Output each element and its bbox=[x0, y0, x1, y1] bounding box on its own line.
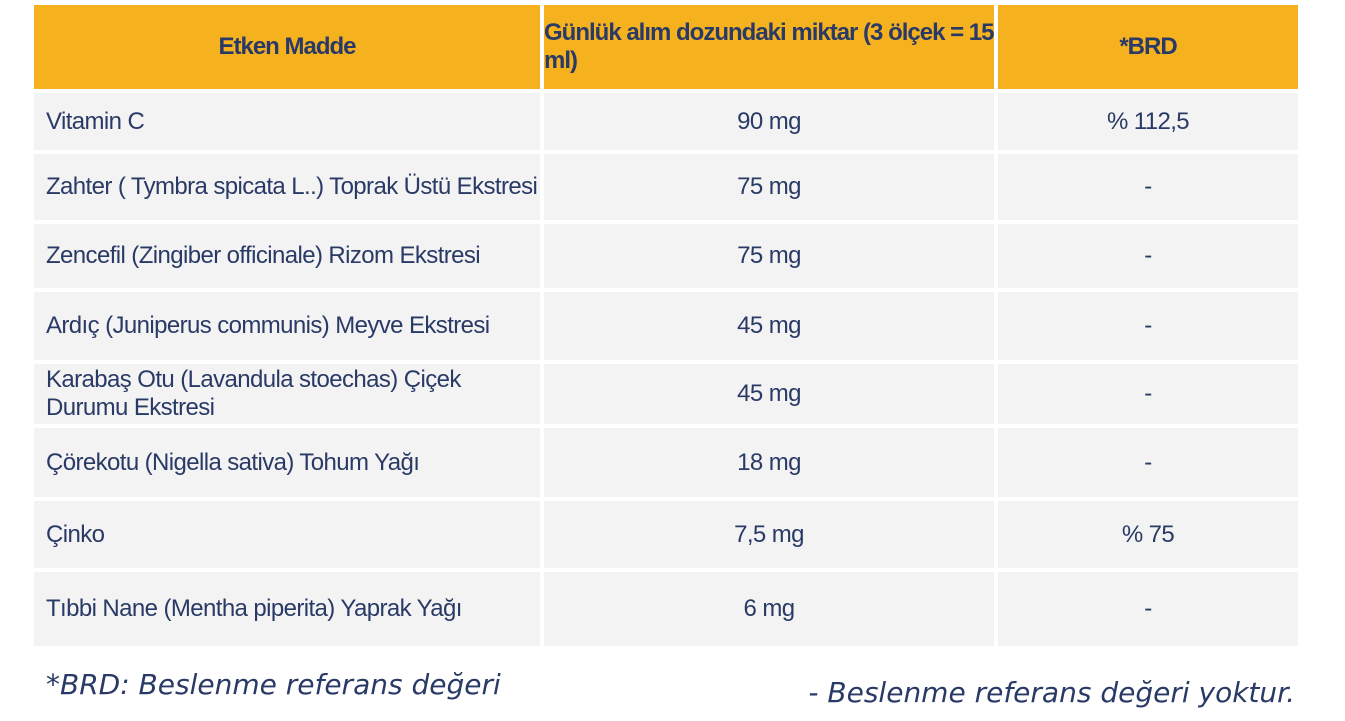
ingredient-cell: Tıbbi Nane (Mentha piperita) Yaprak Yağı bbox=[34, 572, 540, 646]
header-active-ingredient: Etken Madde bbox=[34, 5, 540, 89]
footnote-brd: *BRD: Beslenme referans değeri bbox=[46, 668, 501, 701]
footnote-no-reference: - Beslenme referans değeri yoktur. bbox=[808, 676, 1295, 709]
amount-cell: 75 mg bbox=[544, 224, 994, 288]
ingredient-cell: Zahter ( Tymbra spicata L..) Toprak Üstü… bbox=[34, 154, 540, 220]
table-row: Karabaş Otu (Lavandula stoechas) Çiçek D… bbox=[34, 364, 1298, 424]
brd-cell: - bbox=[998, 154, 1298, 220]
brd-cell: % 112,5 bbox=[998, 93, 1298, 150]
ingredient-cell: Ardıç (Juniperus communis) Meyve Ekstres… bbox=[34, 292, 540, 360]
amount-cell: 6 mg bbox=[544, 572, 994, 646]
amount-cell: 7,5 mg bbox=[544, 501, 994, 568]
table-row: Tıbbi Nane (Mentha piperita) Yaprak Yağı… bbox=[34, 572, 1298, 646]
amount-cell: 45 mg bbox=[544, 292, 994, 360]
table-row: Zencefil (Zingiber officinale) Rizom Eks… bbox=[34, 224, 1298, 288]
table-row: Çörekotu (Nigella sativa) Tohum Yağı 18 … bbox=[34, 428, 1298, 497]
table-row: Ardıç (Juniperus communis) Meyve Ekstres… bbox=[34, 292, 1298, 360]
brd-cell: - bbox=[998, 428, 1298, 497]
amount-cell: 90 mg bbox=[544, 93, 994, 150]
brd-cell: - bbox=[998, 292, 1298, 360]
brd-cell: - bbox=[998, 364, 1298, 424]
ingredient-cell: Karabaş Otu (Lavandula stoechas) Çiçek D… bbox=[34, 364, 540, 424]
amount-cell: 75 mg bbox=[544, 154, 994, 220]
ingredient-cell: Vitamin C bbox=[34, 93, 540, 150]
header-daily-amount: Günlük alım dozundaki miktar (3 ölçek = … bbox=[544, 5, 994, 89]
table-row: Zahter ( Tymbra spicata L..) Toprak Üstü… bbox=[34, 154, 1298, 220]
ingredients-table: Etken Madde Günlük alım dozundaki miktar… bbox=[34, 5, 1298, 650]
ingredient-cell: Zencefil (Zingiber officinale) Rizom Eks… bbox=[34, 224, 540, 288]
brd-cell: - bbox=[998, 572, 1298, 646]
table-row: Vitamin C 90 mg % 112,5 bbox=[34, 93, 1298, 150]
header-brd: *BRD bbox=[998, 5, 1298, 89]
brd-cell: - bbox=[998, 224, 1298, 288]
ingredient-cell: Çörekotu (Nigella sativa) Tohum Yağı bbox=[34, 428, 540, 497]
brd-cell: % 75 bbox=[998, 501, 1298, 568]
table-row: Çinko 7,5 mg % 75 bbox=[34, 501, 1298, 568]
amount-cell: 18 mg bbox=[544, 428, 994, 497]
amount-cell: 45 mg bbox=[544, 364, 994, 424]
table-header-row: Etken Madde Günlük alım dozundaki miktar… bbox=[34, 5, 1298, 89]
ingredient-cell: Çinko bbox=[34, 501, 540, 568]
